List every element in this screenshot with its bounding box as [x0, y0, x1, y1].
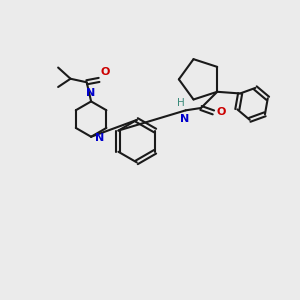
Text: H: H — [176, 98, 184, 108]
Text: N: N — [180, 114, 189, 124]
Text: N: N — [94, 133, 104, 143]
Text: O: O — [100, 67, 110, 77]
Text: O: O — [216, 107, 226, 117]
Text: N: N — [86, 88, 95, 98]
